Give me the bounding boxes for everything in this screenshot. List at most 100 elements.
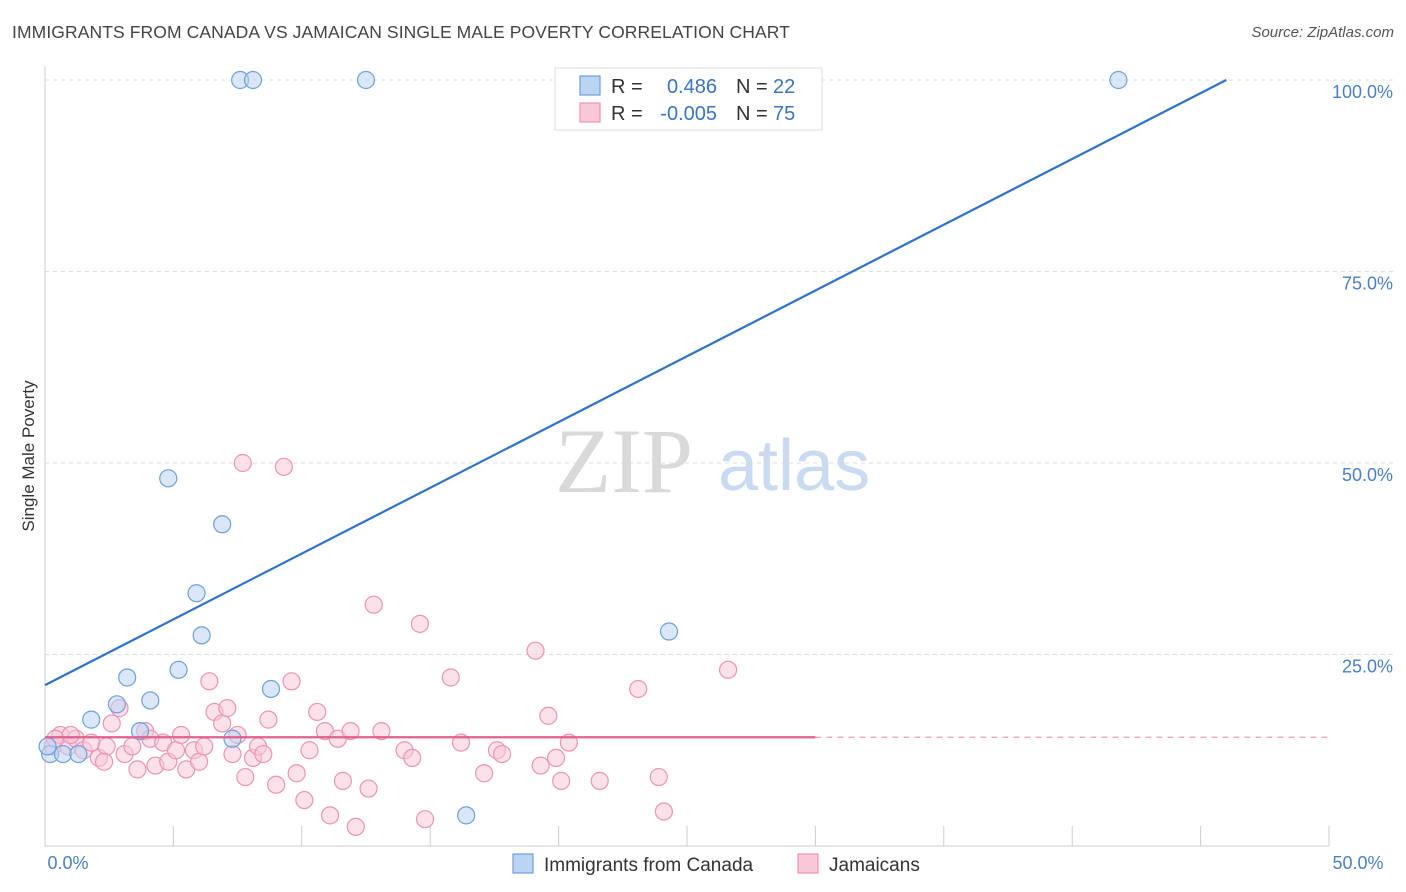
point-jamaicans: [320, 806, 340, 825]
point-jamaicans: [218, 699, 237, 718]
point-jamaicans: [410, 614, 430, 633]
point-canada: [457, 806, 476, 825]
point-jamaicans: [531, 756, 550, 775]
point-jamaicans: [189, 752, 209, 771]
trend-lines: [44, 79, 1329, 739]
point-jamaicans: [451, 733, 471, 752]
point-jamaicans: [128, 760, 147, 779]
point-canada: [141, 691, 160, 710]
legend-swatch-jamaicans: [579, 102, 601, 123]
point-canada: [659, 622, 679, 641]
grid-lines: [45, 79, 1394, 655]
point-jamaicans: [267, 775, 286, 794]
point-jamaicans: [123, 737, 142, 756]
point-jamaicans: [546, 748, 566, 768]
series-legend-swatch-jamaicans: [797, 853, 819, 874]
point-canada: [107, 695, 127, 714]
x-tick-label-min: 0.0%: [47, 853, 88, 873]
watermark-atlas: atlas: [718, 426, 870, 506]
point-canada: [192, 626, 211, 645]
point-canada: [130, 721, 150, 741]
point-canada: [223, 729, 242, 748]
y-axis-title: Single Male Poverty: [19, 380, 38, 532]
point-jamaicans: [629, 679, 648, 699]
point-jamaicans: [559, 733, 578, 752]
series-legend-label-canada: Immigrants from Canada: [544, 855, 754, 876]
point-jamaicans: [372, 721, 391, 741]
point-canada: [69, 744, 88, 764]
legend-n-label-jamaicans: N =: [736, 103, 768, 125]
y-tick-label: 100.0%: [1332, 82, 1393, 102]
point-jamaicans: [200, 672, 219, 691]
legend-n-value-jamaicans: 75: [773, 103, 795, 125]
y-tick-label: 75.0%: [1342, 274, 1393, 294]
point-canada: [243, 70, 263, 90]
tick-labels: 25.0% 50.0% 75.0% 100.0% 0.0% 50.0%: [47, 82, 1393, 873]
series-legend-label-jamaicans: Jamaicans: [829, 855, 920, 876]
point-jamaicans: [223, 744, 242, 764]
point-jamaicans: [590, 771, 609, 790]
point-jamaicans: [61, 725, 80, 745]
point-jamaicans: [195, 737, 214, 756]
legend-r-label-jamaicans: R =: [611, 103, 643, 125]
point-jamaicans: [718, 660, 738, 679]
point-canada: [53, 744, 73, 764]
legend-r-label-canada: R =: [611, 76, 643, 98]
trend-line-canada: [44, 79, 1227, 687]
axes: [44, 66, 1330, 847]
x-tick-label-max: 50.0%: [1332, 853, 1383, 873]
point-canada: [261, 679, 281, 699]
legend-r-value-canada: 0.486: [667, 76, 717, 98]
point-jamaicans: [539, 706, 558, 725]
point-jamaicans: [94, 752, 114, 771]
series-legend-swatch-canada: [512, 853, 534, 874]
y-tick-label: 25.0%: [1342, 657, 1393, 677]
point-jamaicans: [649, 767, 668, 787]
point-jamaicans: [654, 802, 673, 821]
point-jamaicans: [333, 771, 352, 790]
source-label: Source: ZipAtlas.com: [1251, 24, 1394, 41]
stats-legend: R = 0.486 N = 22 R = -0.005 N = 75: [554, 67, 823, 131]
point-jamaicans: [259, 710, 278, 729]
point-jamaicans: [233, 453, 252, 473]
watermark: ZIP atlas: [555, 410, 870, 512]
data-points: [38, 70, 1128, 836]
point-canada: [356, 70, 376, 90]
point-jamaicans: [287, 764, 306, 783]
point-canada: [38, 737, 57, 756]
point-jamaicans: [341, 721, 360, 741]
point-jamaicans: [254, 744, 273, 764]
point-jamaicans: [526, 641, 545, 660]
point-jamaicans: [274, 457, 293, 476]
point-jamaicans: [102, 714, 121, 733]
point-jamaicans: [282, 672, 301, 691]
point-jamaicans: [415, 810, 435, 829]
point-jamaicans: [308, 702, 327, 722]
point-canada: [187, 584, 206, 603]
point-jamaicans: [300, 741, 319, 760]
point-jamaicans: [346, 817, 365, 836]
point-canada: [118, 668, 137, 687]
watermark-zip: ZIP: [555, 410, 693, 512]
point-jamaicans: [364, 595, 383, 614]
point-jamaicans: [403, 748, 422, 768]
legend-n-label-canada: N =: [736, 76, 768, 98]
legend-n-value-canada: 22: [773, 76, 795, 98]
point-canada: [1109, 70, 1128, 90]
series-legend: Immigrants from Canada Jamaicans: [512, 853, 920, 876]
point-jamaicans: [493, 744, 512, 764]
point-jamaicans: [475, 764, 494, 783]
y-tick-label: 50.0%: [1342, 465, 1393, 485]
point-canada: [159, 469, 178, 488]
point-jamaicans: [213, 714, 232, 733]
point-jamaicans: [359, 779, 378, 798]
point-jamaicans: [97, 737, 116, 756]
point-canada: [169, 660, 188, 679]
point-jamaicans: [166, 741, 186, 760]
legend-r-value-jamaicans: -0.005: [660, 103, 717, 125]
chart-title: IMMIGRANTS FROM CANADA VS JAMAICAN SINGL…: [12, 22, 790, 42]
point-jamaicans: [295, 790, 314, 810]
point-jamaicans: [172, 725, 191, 745]
point-canada: [213, 515, 232, 534]
